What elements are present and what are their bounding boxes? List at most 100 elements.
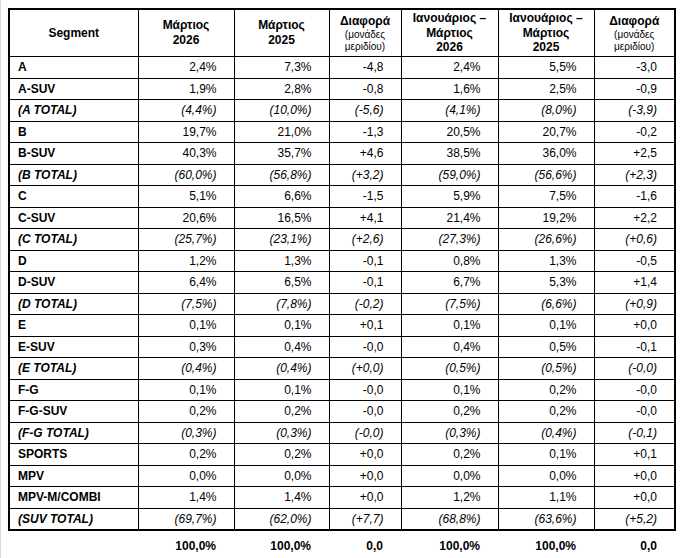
value-cell: -0,5 <box>594 250 675 272</box>
value-cell: (4,1%) <box>401 100 498 122</box>
table-row-e-suv: E-SUV0,3%0,4%-0,00,4%0,5%-0,1 <box>9 336 675 358</box>
table-row-d-suv: D-SUV6,4%6,5%-0,16,7%5,3%+1,4 <box>9 272 675 294</box>
value-cell: 1,2% <box>138 250 234 272</box>
value-cell: (7,8%) <box>234 293 329 315</box>
value-cell: 0,2% <box>234 401 329 423</box>
table-row-f-g-total: (F-G TOTAL)(0,3%)(0,3%)(-0,0)(0,3%)(0,4%… <box>9 422 675 444</box>
value-cell: 21,4% <box>401 207 498 229</box>
table-row-a-total: (A TOTAL)(4,4%)(10,0%)(-5,6)(4,1%)(8,0%)… <box>9 100 675 122</box>
value-cell: 1,3% <box>498 250 594 272</box>
value-cell: -3,0 <box>594 57 675 79</box>
value-cell: (0,4%) <box>138 358 234 380</box>
left-gridline <box>0 0 1 558</box>
value-cell: 0,2% <box>498 401 594 423</box>
value-cell: 0,4% <box>401 336 498 358</box>
grand-total-row: 100,0%100,0%0,0100,0%100,0%0,0 <box>8 534 674 557</box>
value-cell: 5,1% <box>138 186 234 208</box>
table-row-e: E0,1%0,1%+0,10,1%0,1%+0,0 <box>9 315 675 337</box>
value-cell: 20,7% <box>498 121 594 143</box>
value-cell: (+0,9) <box>594 293 675 315</box>
value-cell: 2,4% <box>138 57 234 79</box>
value-cell: 1,6% <box>401 78 498 100</box>
table-row-sports: SPORTS0,2%0,2%+0,00,2%0,1%+0,1 <box>9 444 675 466</box>
grand-total-value-cell: 100,0% <box>400 534 497 557</box>
value-cell: 0,2% <box>401 444 498 466</box>
header-title: Μάρτιος 2026 <box>139 18 234 47</box>
segment-cell: E <box>9 315 138 337</box>
value-cell: (7,5%) <box>401 293 498 315</box>
column-header-jan-mar-2025: Ιανουάριος – Μάρτιος 2025 <box>498 9 594 57</box>
value-cell: +0,0 <box>594 465 675 487</box>
segment-cell: D <box>9 250 138 272</box>
value-cell: (69,7%) <box>138 508 234 530</box>
table-row-d: D1,2%1,3%-0,10,8%1,3%-0,5 <box>9 250 675 272</box>
value-cell: (+5,2) <box>594 508 675 530</box>
value-cell: (+2,3) <box>594 164 675 186</box>
value-cell: 0,1% <box>234 315 329 337</box>
value-cell: (0,3%) <box>138 422 234 444</box>
value-cell: (10,0%) <box>234 100 329 122</box>
column-header-mar-2026: Μάρτιος 2026 <box>138 9 234 57</box>
value-cell: 6,4% <box>138 272 234 294</box>
segment-cell: E-SUV <box>9 336 138 358</box>
value-cell: 0,8% <box>401 250 498 272</box>
value-cell: (0,4%) <box>498 422 594 444</box>
value-cell: 6,7% <box>401 272 498 294</box>
value-cell: (63,6%) <box>498 508 594 530</box>
grand-total-value-cell: 100,0% <box>233 534 328 557</box>
value-cell: +0,1 <box>329 315 401 337</box>
value-cell: 0,2% <box>138 401 234 423</box>
table-row-mpv: MPV0,0%0,0%+0,00,0%0,0%+0,0 <box>9 465 675 487</box>
value-cell: 0,0% <box>234 465 329 487</box>
value-cell: 7,5% <box>498 186 594 208</box>
column-header-diff-mar: Διαφορά(μονάδες μεριδίου) <box>329 9 401 57</box>
value-cell: (0,3%) <box>401 422 498 444</box>
value-cell: 0,0% <box>401 465 498 487</box>
table-row-b-total: (B TOTAL)(60,0%)(56,8%)(+3,2)(59,0%)(56,… <box>9 164 675 186</box>
segment-cell: SPORTS <box>9 444 138 466</box>
value-cell: 0,4% <box>234 336 329 358</box>
value-cell: (60,0%) <box>138 164 234 186</box>
column-header-segment: Segment <box>9 9 138 57</box>
segment-cell: (SUV TOTAL) <box>9 508 138 530</box>
value-cell: 35,7% <box>234 143 329 165</box>
segment-cell: (A TOTAL) <box>9 100 138 122</box>
segment-cell: C <box>9 186 138 208</box>
value-cell: 0,1% <box>498 444 594 466</box>
segment-cell: (F-G TOTAL) <box>9 422 138 444</box>
value-cell: 5,3% <box>498 272 594 294</box>
value-cell: 20,6% <box>138 207 234 229</box>
segment-cell: (E TOTAL) <box>9 358 138 380</box>
segment-cell: MPV-M/COMBI <box>9 487 138 509</box>
value-cell: -0,0 <box>329 401 401 423</box>
value-cell: +0,1 <box>594 444 675 466</box>
header-title: Ιανουάριος – Μάρτιος 2026 <box>402 11 498 55</box>
table-row-c-suv: C-SUV20,6%16,5%+4,121,4%19,2%+2,2 <box>9 207 675 229</box>
value-cell: (27,3%) <box>401 229 498 251</box>
value-cell: 20,5% <box>401 121 498 143</box>
value-cell: 1,1% <box>498 487 594 509</box>
segment-cell: A <box>9 57 138 79</box>
value-cell: 0,2% <box>401 401 498 423</box>
value-cell: (25,7%) <box>138 229 234 251</box>
grand-total-value-cell: 100,0% <box>137 534 233 557</box>
value-cell: (0,3%) <box>234 422 329 444</box>
header-title: Διαφορά <box>595 14 675 29</box>
value-cell: (0,5%) <box>401 358 498 380</box>
value-cell: +0,0 <box>594 487 675 509</box>
segment-cell: (D TOTAL) <box>9 293 138 315</box>
value-cell: 1,9% <box>138 78 234 100</box>
value-cell: -0,9 <box>594 78 675 100</box>
header-subtitle: (μονάδες μεριδίου) <box>595 29 675 52</box>
value-cell: (56,8%) <box>234 164 329 186</box>
table-row-e-total: (E TOTAL)(0,4%)(0,4%)(+0,0)(0,5%)(0,5%)(… <box>9 358 675 380</box>
table-row-a-suv: A-SUV1,9%2,8%-0,81,6%2,5%-0,9 <box>9 78 675 100</box>
segment-cell: MPV <box>9 465 138 487</box>
value-cell: (56,6%) <box>498 164 594 186</box>
table-row-suv-total: (SUV TOTAL)(69,7%)(62,0%)(+7,7)(68,8%)(6… <box>9 508 675 530</box>
value-cell: -0,1 <box>329 272 401 294</box>
header-title: Διαφορά <box>330 14 401 29</box>
value-cell: 2,5% <box>498 78 594 100</box>
value-cell: 36,0% <box>498 143 594 165</box>
value-cell: -0,0 <box>594 379 675 401</box>
